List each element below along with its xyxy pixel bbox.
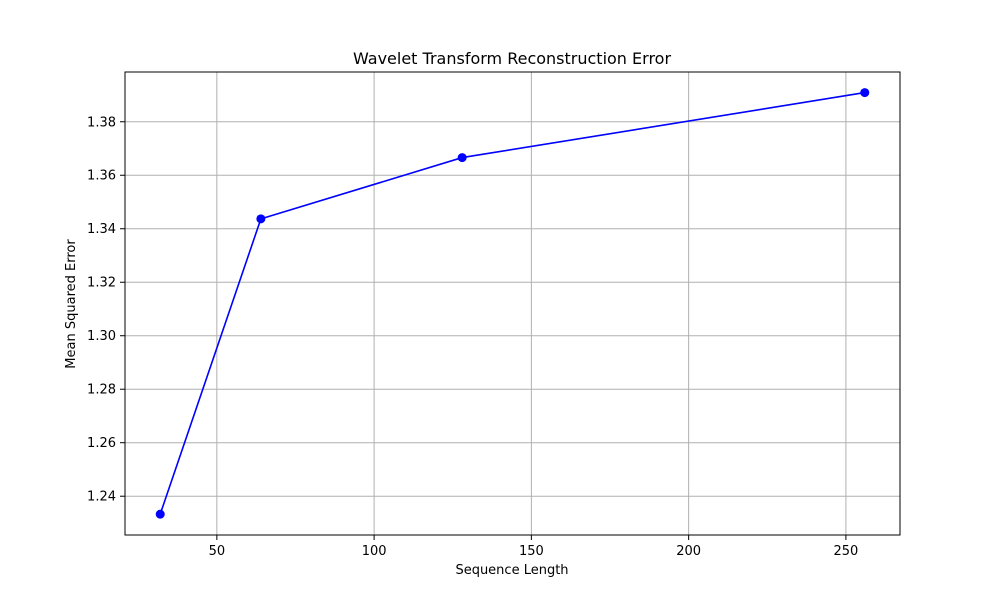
y-tick-label: 1.36 — [87, 169, 116, 184]
x-tick-label: 150 — [519, 544, 544, 559]
y-tick-label: 1.24 — [87, 490, 116, 505]
y-tick-label: 1.30 — [87, 329, 116, 344]
y-tick-label: 1.38 — [87, 115, 116, 130]
x-axis-title: Sequence Length — [455, 563, 568, 578]
data-point — [860, 88, 870, 98]
y-tick-label: 1.34 — [87, 222, 116, 237]
series-line — [159, 91, 865, 515]
y-axis-ticks: 1.24 1.26 1.28 1.30 1.32 1.34 1.36 1.38 — [87, 115, 125, 505]
data-point — [155, 509, 165, 519]
x-axis-ticks: 50 100 150 200 250 — [209, 535, 858, 559]
y-tick-label: 1.28 — [87, 383, 116, 398]
y-tick-label: 1.26 — [87, 436, 116, 451]
x-tick-label: 100 — [362, 544, 387, 559]
plot-frame — [124, 71, 901, 536]
x-tick-label: 50 — [209, 544, 226, 559]
data-point — [457, 153, 467, 163]
series-layer — [155, 88, 870, 519]
data-point — [256, 214, 266, 224]
y-axis-title: Mean Squared Error — [64, 239, 79, 369]
x-tick-label: 250 — [833, 544, 858, 559]
y-tick-label: 1.32 — [87, 276, 116, 291]
chart-title: Wavelet Transform Reconstruction Error — [353, 49, 671, 68]
x-tick-label: 200 — [676, 544, 701, 559]
x-gridlines — [216, 72, 847, 535]
y-gridlines — [125, 121, 900, 497]
